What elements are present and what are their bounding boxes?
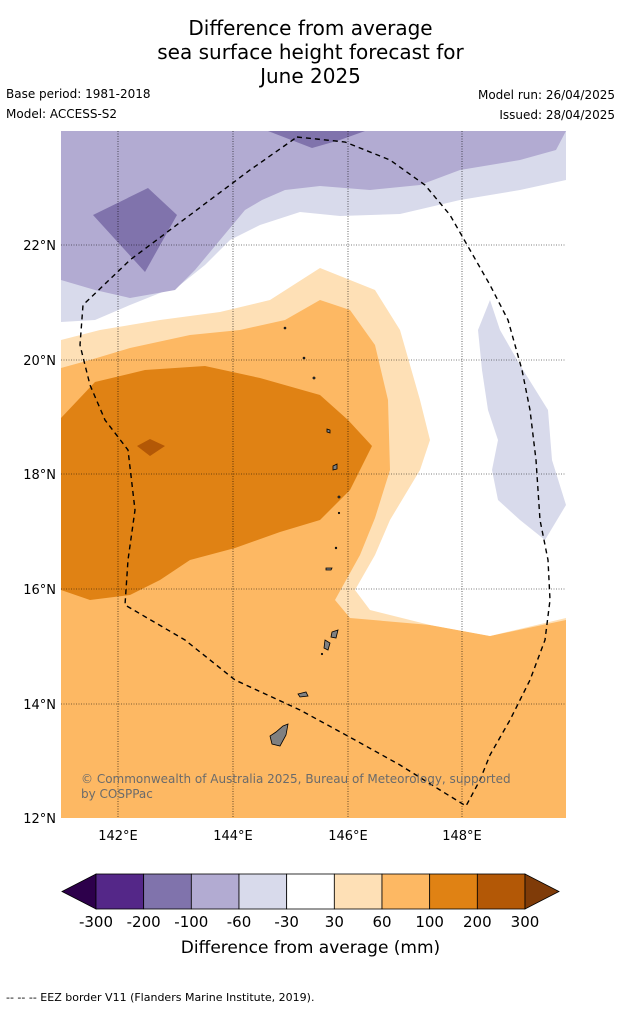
colorbar-bin: [429, 873, 478, 910]
island-guam: [269, 723, 289, 747]
title-line-3: June 2025: [260, 64, 361, 88]
island-saipan: [330, 629, 339, 639]
island-alamagan: [337, 495, 341, 499]
colorbar-extend-low: [61, 873, 97, 910]
model-run-date: Model run: 26/04/2025: [477, 88, 615, 102]
island-aguijan: [320, 652, 324, 656]
base-period: Base period: 1981-2018: [6, 87, 151, 101]
lat-tick-16: 16°N: [23, 583, 56, 598]
contour-layer: [61, 131, 566, 818]
lat-tick-20: 20°N: [23, 354, 56, 369]
title-line-1: Difference from average: [188, 16, 433, 40]
colorbar-title: Difference from average (mm): [180, 938, 441, 958]
colorbar-bin: [238, 873, 288, 910]
lat-tick-14: 14°N: [23, 698, 56, 713]
title-line-2: sea surface height forecast for: [157, 40, 464, 64]
island-agrihan: [326, 428, 331, 434]
colorbar-tick-label: -30: [274, 913, 299, 931]
island-guguan: [334, 546, 338, 550]
lon-tick-144: 144°E: [213, 829, 253, 844]
colorbar-tick-label: 200: [463, 913, 492, 931]
colorbar-tick-label: -100: [174, 913, 209, 931]
island-asuncion: [312, 376, 316, 380]
island-anatahan: [325, 567, 333, 571]
colorbar-bin: [333, 873, 383, 910]
colorbar-tick-label: 100: [415, 913, 444, 931]
lon-tick-146: 146°E: [328, 829, 368, 844]
colorbar-tick-label: -300: [78, 913, 114, 931]
colorbar-bin: [190, 873, 240, 910]
colorbar-bin: [286, 873, 335, 910]
colorbar: [61, 873, 560, 910]
model-name: Model: ACCESS-S2: [6, 107, 118, 121]
contour-minus100-minus200: [93, 188, 177, 272]
copyright-credit: © Commonwealth of Australia 2025, Bureau…: [81, 772, 511, 801]
lat-tick-18: 18°N: [23, 468, 56, 483]
lon-tick-148: 148°E: [442, 829, 482, 844]
island-pagan: [332, 463, 338, 471]
island-rota: [297, 691, 309, 698]
gridlines: [61, 131, 566, 818]
lat-tick-12: 12°N: [23, 812, 56, 827]
lon-ticks: 142°E 144°E 146°E 148°E: [98, 829, 482, 844]
issued-date: Issued: 28/04/2025: [499, 108, 615, 122]
island-farallon: [283, 326, 287, 330]
colorbar-tick-label: -60: [226, 913, 252, 931]
island-tinian: [323, 639, 331, 651]
colorbar-tick-label: 30: [324, 913, 344, 931]
colorbar-tick-label: 300: [510, 913, 540, 931]
eez-legend-note: -- -- -- EEZ border V11 (Flanders Marine…: [6, 991, 315, 1004]
island-maug: [302, 356, 306, 360]
chart-title: Difference from average sea surface heig…: [0, 16, 621, 88]
contour-100-200: [61, 366, 372, 600]
colorbar-bin: [143, 873, 192, 910]
colorbar-bin: [381, 873, 431, 910]
colorbar-tick-label: -200: [126, 913, 161, 931]
colorbar-bin: [95, 873, 145, 910]
colorbar-tick-label: 60: [372, 913, 392, 931]
contour-minus30-minus60-east: [478, 300, 566, 540]
lon-tick-142: 142°E: [98, 829, 138, 844]
contour-minus60-minus100: [61, 131, 566, 298]
eez-border: [79, 136, 551, 807]
lat-ticks: 22°N 20°N 18°N 16°N 14°N 12°N: [23, 239, 56, 827]
contour-200-300: [137, 439, 165, 456]
colorbar-bin: [476, 873, 526, 910]
island-sarigan: [337, 511, 341, 515]
land-layer: [269, 326, 341, 747]
colorbar-extend-high: [524, 873, 560, 910]
lat-tick-22: 22°N: [23, 239, 56, 254]
